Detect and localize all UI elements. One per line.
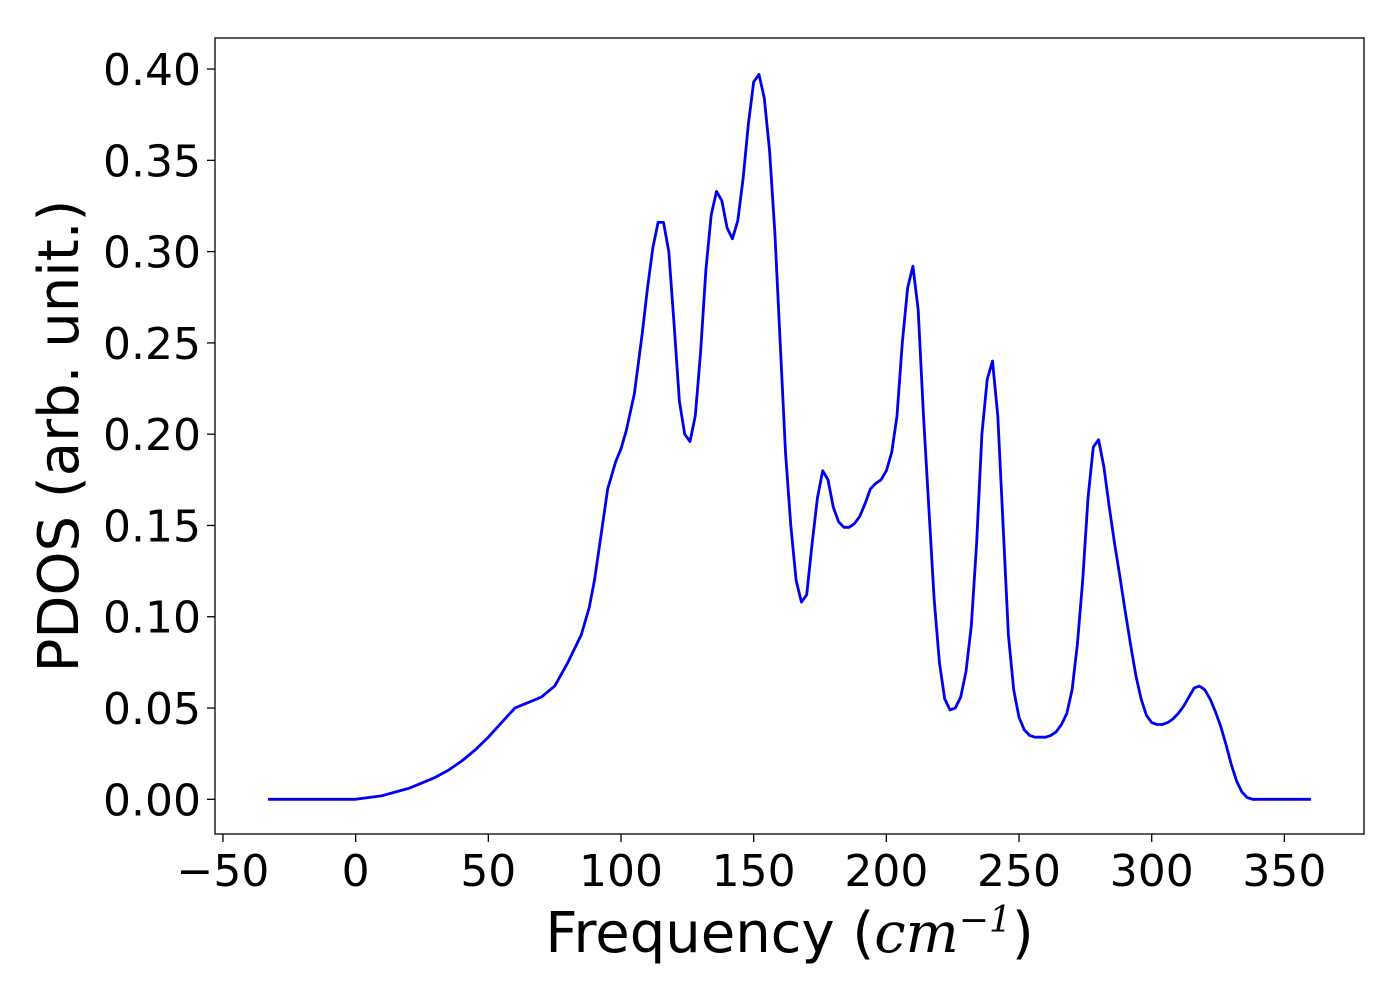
y-tick-label: 0.15 <box>103 501 201 552</box>
x-tick-label: 150 <box>712 846 796 897</box>
y-tick-label: 0.10 <box>103 593 201 644</box>
y-tick-label: 0.30 <box>103 228 201 279</box>
y-axis: 0.00 0.05 0.10 0.15 0.20 0.25 0.30 0.35 0.40 <box>103 45 215 826</box>
x-axis-title: Frequency (cm−1) <box>545 900 1033 967</box>
y-tick-label: 0.00 <box>103 775 201 826</box>
y-tick-label: 0.20 <box>103 410 201 461</box>
x-tick-label: 300 <box>1110 846 1194 897</box>
x-axis: −50 0 50 100 150 200 250 300 350 <box>177 834 1326 897</box>
x-tick-label: 350 <box>1242 846 1326 897</box>
y-tick-label: 0.25 <box>103 319 201 370</box>
plot-area-frame <box>214 37 1365 835</box>
pdos-series-line <box>268 73 1311 801</box>
x-tick-label: 50 <box>460 846 516 897</box>
y-tick-label: 0.05 <box>103 684 201 735</box>
y-tick-label: 0.35 <box>103 136 201 187</box>
x-tick-label: 0 <box>342 846 370 897</box>
x-tick-label: −50 <box>177 846 270 897</box>
y-tick-label: 0.40 <box>103 45 201 96</box>
x-tick-label: 200 <box>844 846 928 897</box>
x-tick-label: 100 <box>579 846 663 897</box>
x-tick-label: 250 <box>977 846 1061 897</box>
y-axis-title: PDOS (arb. unit.) <box>27 200 92 673</box>
